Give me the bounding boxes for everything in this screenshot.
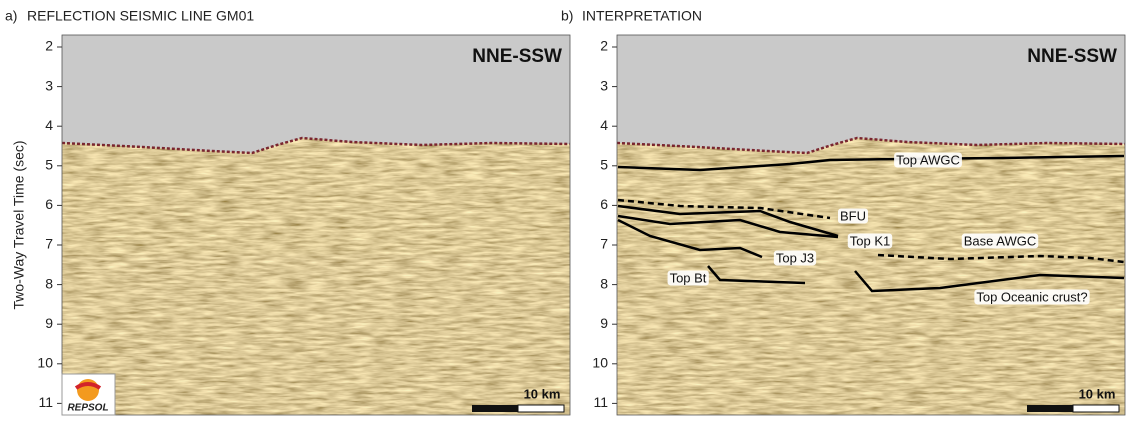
y-tick-label: 8: [45, 275, 53, 291]
horizon-line: [617, 204, 839, 238]
y-axis-title: Two-Way Travel Time (sec): [11, 140, 27, 309]
horizon-line: [617, 218, 763, 259]
horizon-line: [854, 270, 1125, 293]
orientation: NNE-SSW: [1027, 46, 1117, 67]
y-tick-label: 4: [600, 117, 608, 133]
horizon-line: [617, 198, 831, 220]
y-tick-label: 4: [45, 117, 53, 133]
panel-title: INTERPRETATION: [582, 8, 702, 24]
horizon-label: Base AWGC: [964, 233, 1036, 248]
orientation: NNE-SSW: [472, 46, 562, 67]
horizon-label: Top Oceanic crust?: [976, 289, 1087, 304]
seismic-panel: [617, 35, 1125, 415]
y-tick-label: 10: [592, 355, 608, 371]
y-tick-label: 6: [45, 196, 53, 212]
label-halo: [667, 270, 709, 286]
scale-label: 10 km: [1079, 386, 1116, 401]
y-tick-label: 8: [600, 275, 608, 291]
y-tick-label: 11: [593, 394, 608, 410]
panel-frame: [61, 34, 571, 416]
label-halo: [974, 289, 1090, 305]
horizon-line: [617, 214, 839, 239]
scale-white: [1072, 404, 1120, 413]
horizon-label: Top J3: [776, 250, 814, 265]
horizon-label: Top AWGC: [896, 152, 960, 167]
y-tick-label: 2: [600, 38, 608, 54]
y-tick-label: 7: [600, 236, 608, 252]
label-halo: [894, 152, 962, 168]
seafloor: [617, 136, 1125, 155]
panel-label: a): [5, 8, 17, 24]
y-tick-label: 2: [45, 38, 53, 54]
scale-label: 10 km: [524, 386, 561, 401]
horizon-label: Top K1: [850, 233, 890, 248]
y-tick-label: 6: [600, 196, 608, 212]
y-tick-label: 3: [45, 77, 53, 93]
horizon-line: [877, 253, 1125, 264]
label-halo: [961, 233, 1039, 249]
horizon-label: Top Bt: [670, 270, 707, 285]
seafloor: [62, 136, 570, 155]
y-tick-label: 5: [600, 157, 608, 173]
panel-title: REFLECTION SEISMIC LINE GM01: [27, 8, 254, 24]
horizon-label: BFU: [840, 208, 866, 223]
seismic-panel: [62, 35, 570, 415]
y-tick-label: 5: [45, 157, 53, 173]
texture: [62, 138, 570, 415]
horizon-line: [617, 154, 1125, 172]
panel-label: b): [561, 8, 573, 24]
scale-white: [517, 404, 565, 413]
y-tick-label: 3: [600, 77, 608, 93]
reflectors: [62, 138, 570, 415]
y-tick-label: 7: [45, 236, 53, 252]
y-tick-label: 11: [38, 394, 53, 410]
y-tick-label: 9: [600, 315, 608, 331]
scale-black: [1027, 405, 1073, 412]
label-halo: [838, 208, 868, 224]
label-halo: [773, 250, 817, 266]
y-tick-label: 10: [37, 355, 53, 371]
y-tick-label: 9: [45, 315, 53, 331]
logo-text: REPSOL: [67, 403, 108, 414]
label-halo: [847, 233, 893, 249]
horizon-line: [707, 265, 806, 285]
logo-swoosh: [74, 382, 102, 390]
scale-black: [472, 405, 518, 412]
panel-frame: [616, 34, 1126, 416]
